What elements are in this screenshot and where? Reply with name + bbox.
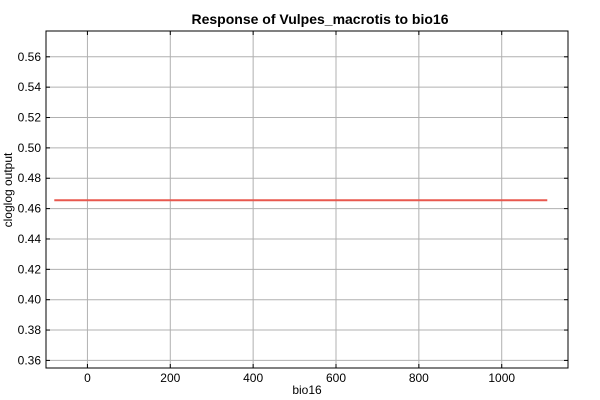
x-tick-label: 600 xyxy=(326,371,346,385)
y-tick-label: 0.40 xyxy=(18,293,42,307)
y-tick-label: 0.36 xyxy=(18,353,42,367)
y-tick-label: 0.38 xyxy=(18,323,42,337)
chart-title: Response of Vulpes_macrotis to bio16 xyxy=(192,11,449,27)
y-tick-label: 0.50 xyxy=(18,141,42,155)
y-tick-label: 0.46 xyxy=(18,202,42,216)
plot-frame xyxy=(45,30,569,369)
y-axis-label: cloglog output xyxy=(1,152,15,227)
y-tick-label: 0.54 xyxy=(18,80,42,94)
y-tick-label: 0.42 xyxy=(18,262,42,276)
ticks: 0 200 400 600 800 1000 0.36 0.38 0.40 0.42 0.44 0.4… xyxy=(18,31,568,385)
x-tick-label: 800 xyxy=(409,371,429,385)
y-tick-label: 0.52 xyxy=(18,111,42,125)
x-tick-label: 400 xyxy=(243,371,263,385)
y-tick-label: 0.48 xyxy=(18,171,42,185)
x-tick-label: 0 xyxy=(84,371,91,385)
x-tick-label: 200 xyxy=(160,371,180,385)
x-axis-label: bio16 xyxy=(292,383,322,397)
x-tick-label: 1000 xyxy=(488,371,515,385)
y-tick-label: 0.56 xyxy=(18,50,42,64)
y-tick-label: 0.44 xyxy=(18,232,42,246)
